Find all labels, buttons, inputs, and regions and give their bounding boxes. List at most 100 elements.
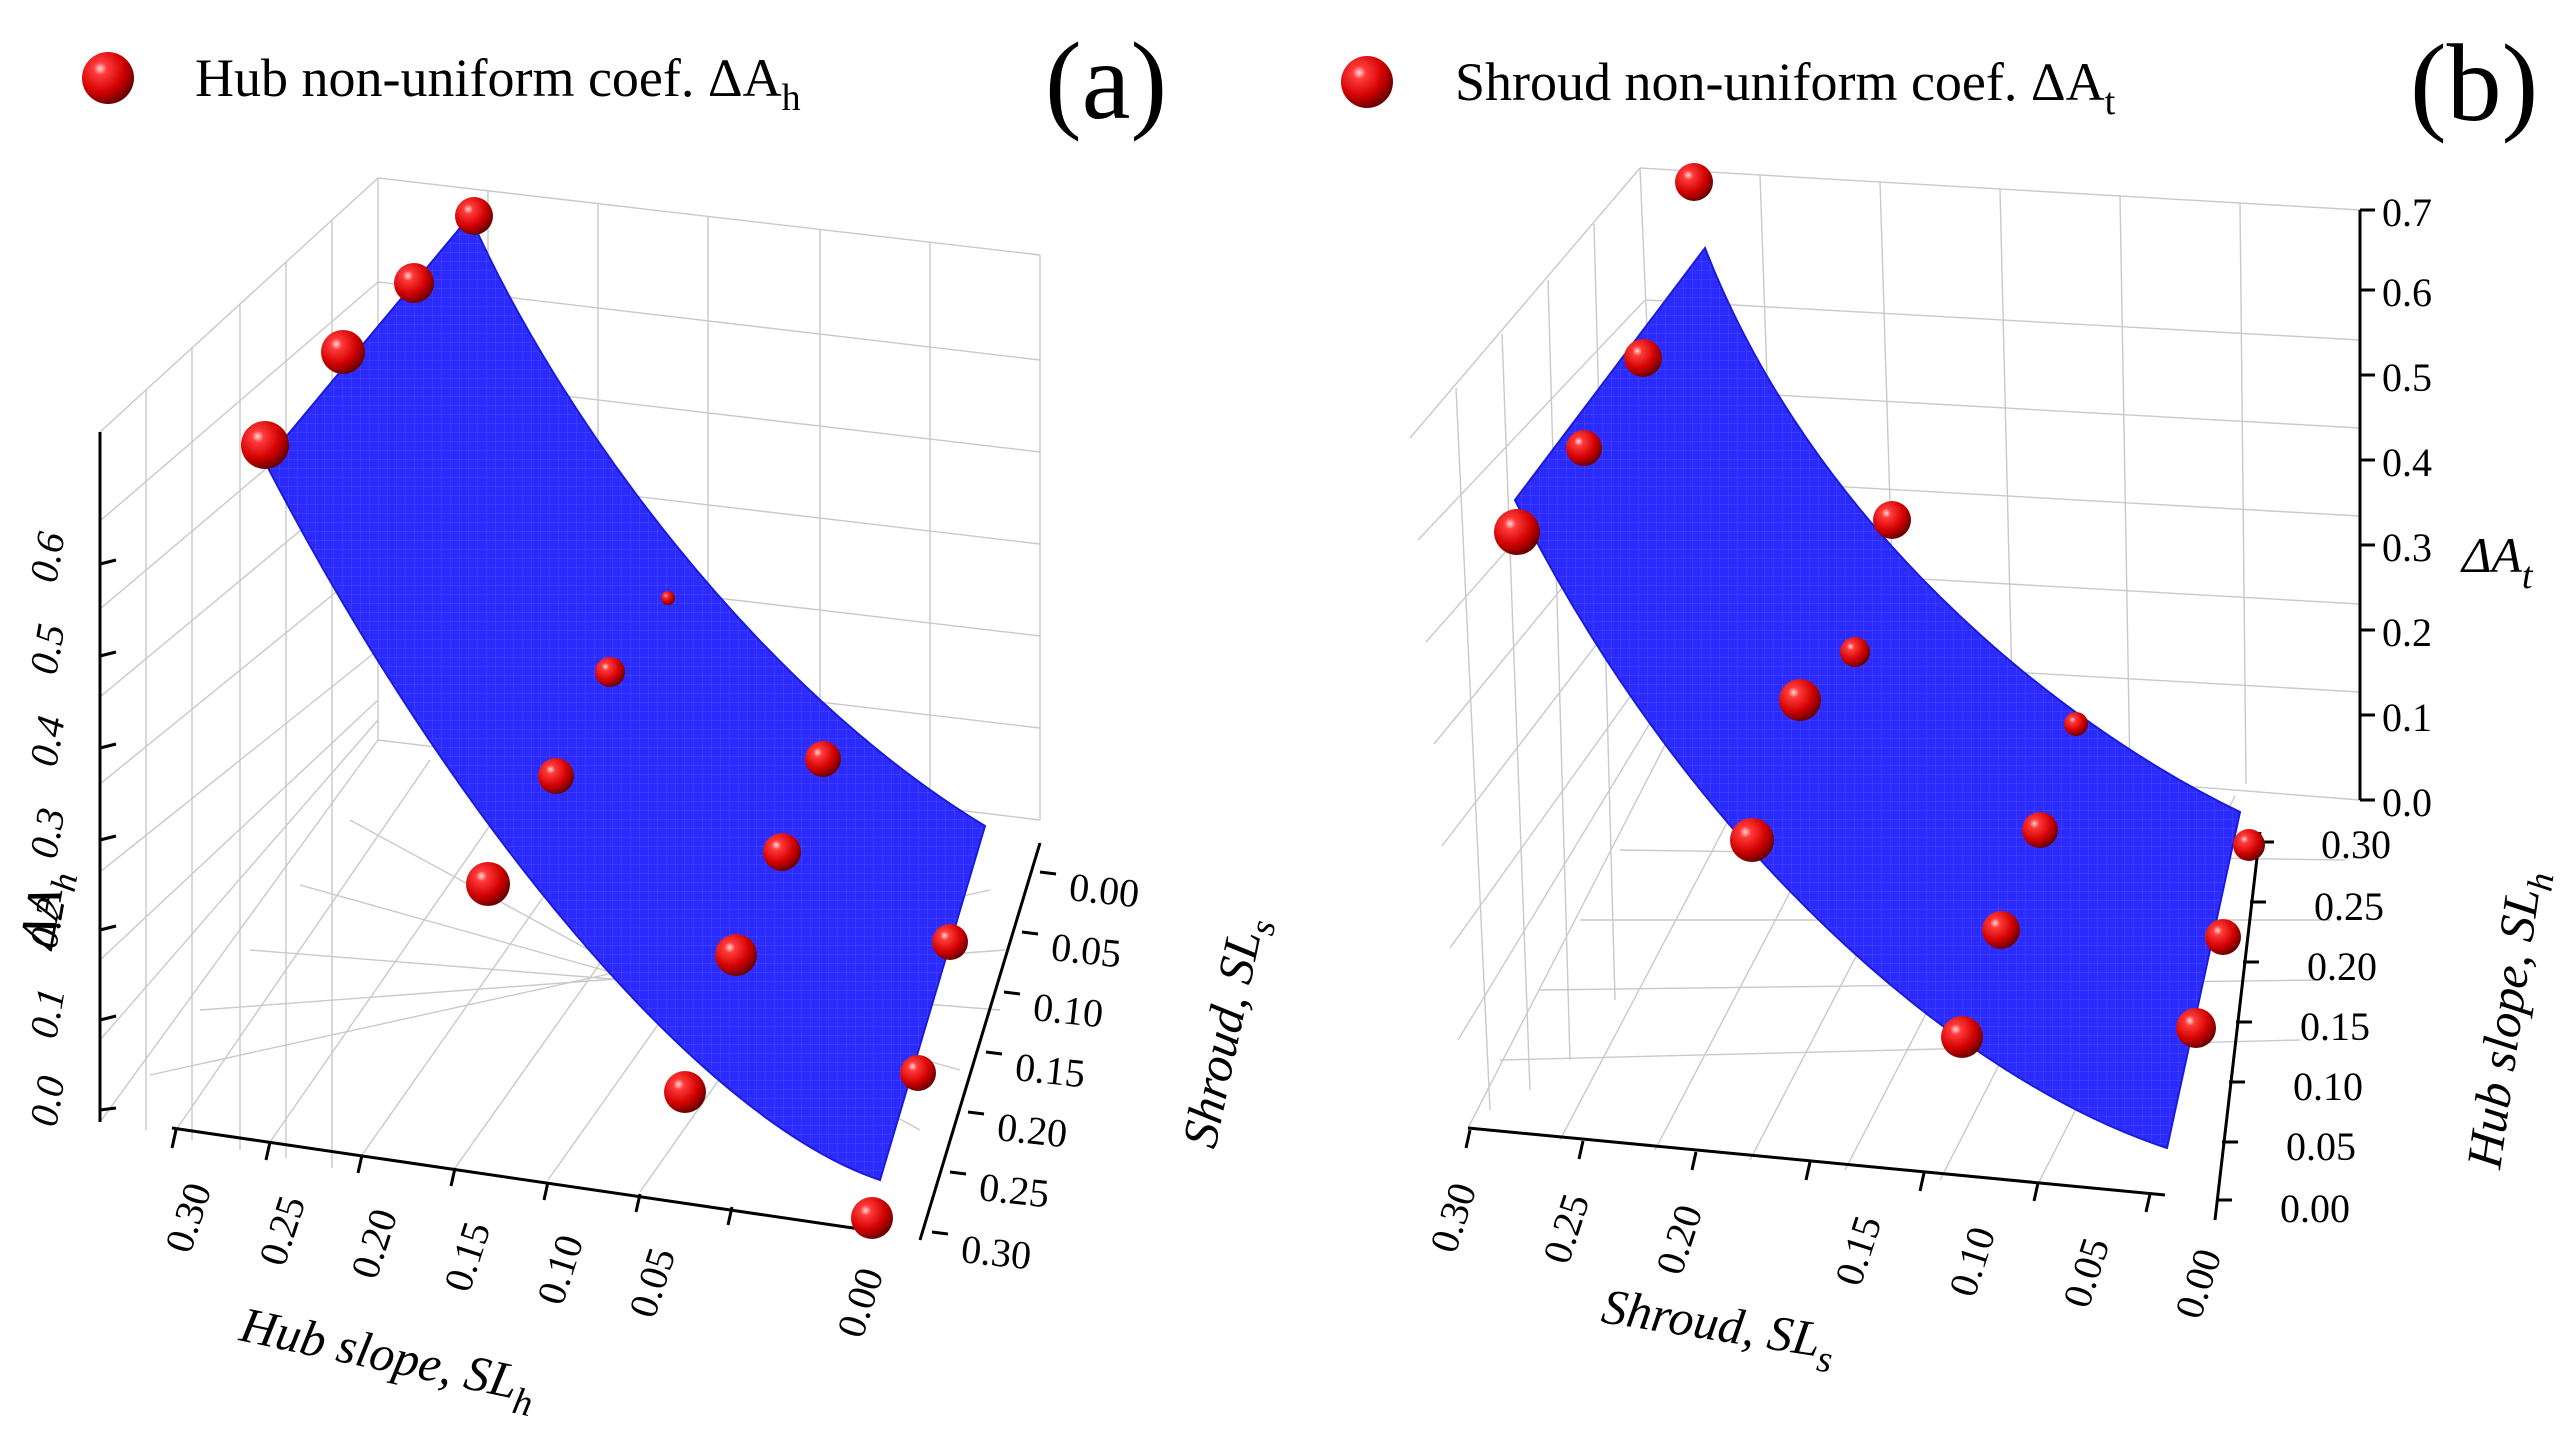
point-a-11 xyxy=(664,1071,706,1113)
z-tick-b-6: 0.6 xyxy=(2382,270,2432,315)
z-tick-b-1: 0.1 xyxy=(2382,695,2432,740)
point-a-8 xyxy=(805,741,841,777)
x-tick-a-1: 0.25 xyxy=(250,1190,314,1270)
y-tick-a-6: 0.30 xyxy=(959,1226,1033,1278)
y-axis-title-a: Shroud, SLs xyxy=(1171,911,1283,1154)
x-axis-title-b: Shroud, SLs xyxy=(1596,1278,1839,1382)
point-a-4 xyxy=(661,591,675,605)
x-tick-b-1: 0.25 xyxy=(1534,1188,1598,1268)
point-b-7 xyxy=(1873,501,1911,539)
point-b-12 xyxy=(2176,1008,2216,1048)
x-tick-a-0: 0.30 xyxy=(156,1177,220,1257)
markers-b xyxy=(1494,163,2265,1058)
x-ticks-a xyxy=(170,1129,734,1226)
y-tick-b-6: 0.30 xyxy=(2321,822,2391,867)
y-ticks-a xyxy=(931,870,1057,1236)
point-b-3 xyxy=(1675,163,1713,201)
x-tick-b-2: 0.20 xyxy=(1647,1199,1711,1279)
z-tick-a-6: 0.6 xyxy=(21,529,74,586)
point-b-13 xyxy=(2205,919,2241,955)
point-b-6 xyxy=(1840,637,1870,667)
x-tick-a-4: 0.10 xyxy=(528,1229,592,1309)
x-tick-a-2: 0.20 xyxy=(342,1203,406,1283)
point-b-14 xyxy=(2233,829,2265,861)
z-axis-title-b: ΔAt xyxy=(2460,527,2534,597)
z-tick-b-2: 0.2 xyxy=(2382,610,2432,655)
point-a-9 xyxy=(763,833,801,871)
y-tick-b-2: 0.10 xyxy=(2293,1064,2363,1109)
legend-b-marker xyxy=(1341,56,1393,108)
point-a-3 xyxy=(455,197,493,235)
panel-a: Hub non-uniform coef. ΔAh (a) xyxy=(7,20,1283,1425)
z-tick-a-3: 0.3 xyxy=(21,805,74,862)
x-tick-labels-b: 0.30 0.25 0.20 0.15 0.10 0.05 0.00 xyxy=(1421,1177,2230,1323)
point-b-1 xyxy=(1566,430,1602,466)
panel-label-b: (b) xyxy=(2410,22,2538,144)
x-tick-a-3: 0.15 xyxy=(435,1216,499,1296)
legend-b-label: Shroud non-uniform coef. ΔAt xyxy=(1455,52,2116,123)
z-tick-labels-b: 0.0 0.1 0.2 0.3 0.4 0.5 0.6 0.7 xyxy=(2382,190,2432,825)
point-a-7 xyxy=(466,862,510,906)
y-tick-b-1: 0.05 xyxy=(2286,1124,2356,1169)
y-axis-title-b: Hub slope, SLh xyxy=(2455,867,2561,1174)
point-b-0 xyxy=(1494,509,1540,555)
y-tick-labels-a: 0.00 0.05 0.10 0.15 0.20 0.25 0.30 xyxy=(959,864,1141,1278)
y-tick-b-0: 0.00 xyxy=(2280,1186,2350,1231)
z-ticks-a xyxy=(99,558,117,1112)
point-b-2 xyxy=(1624,339,1662,377)
y-tick-b-3: 0.15 xyxy=(2300,1004,2370,1049)
z-tick-a-2: 0.2 xyxy=(21,895,74,952)
z-axis-title-a: ΔAh xyxy=(7,865,85,955)
x-tick-b-4: 0.10 xyxy=(1940,1221,2004,1301)
x-axis-title-a: Hub slope, SLh xyxy=(232,1296,542,1425)
z-ticks-b xyxy=(2360,208,2375,802)
panel-label-a: (a) xyxy=(1045,20,1167,142)
y-tick-a-0: 0.00 xyxy=(1067,864,1141,916)
point-a-6 xyxy=(538,758,574,794)
z-tick-b-5: 0.5 xyxy=(2382,355,2432,400)
legend-b: Shroud non-uniform coef. ΔAt xyxy=(1341,52,2116,123)
point-b-5 xyxy=(1779,679,1821,721)
x-tick-a-5: 0.05 xyxy=(620,1242,684,1322)
x-tick-b-3: 0.15 xyxy=(1826,1210,1890,1290)
z-tick-a-0: 0.0 xyxy=(21,1073,74,1130)
point-b-9 xyxy=(1982,911,2020,949)
z-tick-a-5: 0.5 xyxy=(21,621,74,678)
point-a-0 xyxy=(241,421,289,469)
y-tick-a-1: 0.05 xyxy=(1049,924,1123,976)
y-tick-a-4: 0.20 xyxy=(995,1104,1069,1156)
z-tick-labels-a: 0.0 0.1 0.2 0.3 0.4 0.5 0.6 xyxy=(21,529,74,1130)
legend-a-marker xyxy=(82,52,134,104)
y-tick-b-5: 0.25 xyxy=(2314,884,2384,929)
point-b-11 xyxy=(2022,812,2058,848)
markers-a xyxy=(241,197,968,1239)
x-ticks-b xyxy=(1464,1129,2152,1213)
y-tick-a-5: 0.25 xyxy=(977,1164,1051,1216)
z-tick-b-7: 0.7 xyxy=(2382,190,2432,235)
y-tick-b-4: 0.20 xyxy=(2307,944,2377,989)
point-a-1 xyxy=(321,330,365,374)
point-a-10 xyxy=(715,934,757,976)
legend-a-label: Hub non-uniform coef. ΔAh xyxy=(195,48,801,119)
x-tick-a-6: 0.00 xyxy=(828,1262,892,1342)
x-tick-b-0: 0.30 xyxy=(1421,1177,1485,1257)
point-a-12 xyxy=(932,924,968,960)
point-b-8 xyxy=(1941,1016,1983,1058)
panel-b: Shroud non-uniform coef. ΔAt (b) xyxy=(1341,22,2562,1382)
z-tick-a-4: 0.4 xyxy=(21,713,74,770)
y-tick-labels-b: 0.00 0.05 0.10 0.15 0.20 0.25 0.30 xyxy=(2280,822,2391,1231)
z-tick-b-3: 0.3 xyxy=(2382,525,2432,570)
surface-a xyxy=(263,214,987,1182)
legend-a: Hub non-uniform coef. ΔAh xyxy=(82,48,801,119)
point-a-5 xyxy=(595,657,625,687)
surface-b xyxy=(1513,245,2242,1150)
z-tick-a-1: 0.1 xyxy=(21,985,74,1042)
point-a-14 xyxy=(851,1197,893,1239)
y-tick-a-2: 0.10 xyxy=(1031,984,1105,1036)
z-tick-b-4: 0.4 xyxy=(2382,440,2432,485)
point-a-2 xyxy=(394,263,434,303)
axes-a xyxy=(98,432,1042,1241)
z-tick-b-0: 0.0 xyxy=(2382,780,2432,825)
